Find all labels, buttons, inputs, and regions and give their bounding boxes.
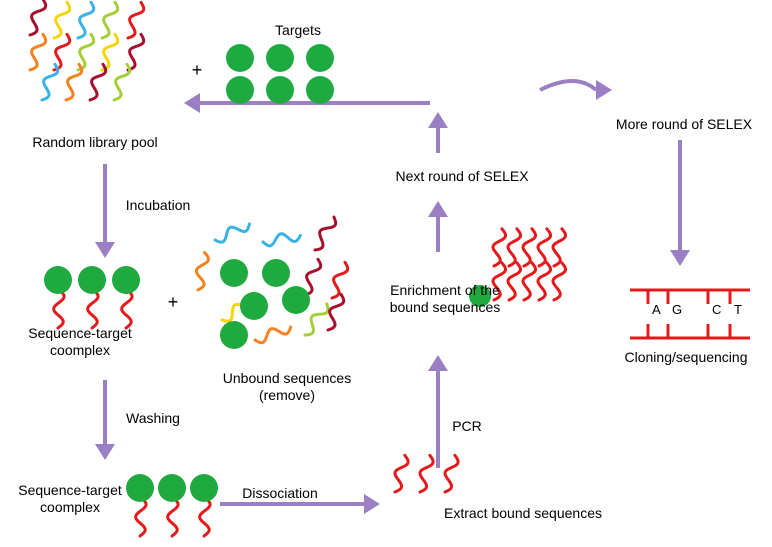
sequence-squiggle — [549, 262, 567, 301]
sequence-squiggle — [135, 498, 146, 536]
target-circle — [240, 292, 268, 320]
back-to-start-arrow — [184, 93, 430, 113]
sequence-squiggle — [109, 63, 131, 102]
sequence-squiggle — [549, 228, 567, 267]
sequence-squiggle — [327, 261, 349, 300]
sequence-squiggle — [85, 63, 107, 102]
sequence-squiggle — [504, 228, 522, 267]
sequence-squiggle — [37, 63, 59, 102]
target-circle — [306, 76, 334, 104]
sequence-squiggle — [25, 0, 47, 37]
sequence-squiggle — [253, 322, 292, 344]
more_round-label: More round of SELEX — [614, 116, 754, 133]
seq_target_complex_2-label: Sequence-target coomplex — [10, 482, 130, 516]
sequence-squiggle — [390, 454, 409, 493]
sequence-squiggle — [25, 33, 47, 72]
incubation-label: Incubation — [118, 197, 198, 214]
plus2-label: + — [163, 292, 183, 314]
sequence-squiggle — [199, 498, 210, 536]
sequence-squiggle — [213, 219, 252, 244]
pcr-label: PCR — [447, 418, 487, 435]
sequence-squiggle — [193, 252, 209, 291]
sequence-squiggle — [167, 498, 178, 536]
dna-base-label: C — [712, 302, 721, 317]
dna-base-label: T — [734, 302, 742, 317]
washing-arrow — [95, 380, 115, 460]
sequence-squiggle — [415, 454, 434, 493]
incubation-arrow — [95, 164, 115, 258]
plus1-label: + — [187, 60, 207, 82]
sequence-squiggle — [121, 290, 132, 328]
enrichment-label: Enrichment of the bound sequences — [380, 282, 510, 316]
sequence-squiggle — [53, 290, 64, 328]
sequence-squiggle — [311, 215, 339, 253]
target-circle — [282, 286, 310, 314]
diagram-canvas: AG CT — [0, 0, 772, 547]
pcr-arrow — [428, 355, 448, 468]
sequence-squiggle — [87, 290, 98, 328]
sequence-squiggle — [262, 230, 301, 246]
sequence-squiggle — [534, 228, 552, 267]
dna-base-label: A — [652, 302, 661, 317]
sequence-squiggle — [61, 63, 83, 102]
extract-label: Extract bound sequences — [438, 505, 608, 522]
target-circle — [190, 474, 218, 502]
target-circle — [44, 266, 72, 294]
next-round-arrow-1 — [428, 201, 448, 252]
random_pool-label: Random library pool — [25, 134, 165, 151]
target-circle — [226, 76, 254, 104]
next_round-label: Next round of SELEX — [392, 168, 532, 185]
target-circle — [112, 266, 140, 294]
target-circle — [220, 321, 248, 349]
target-circle — [226, 44, 254, 72]
sequence-squiggle — [440, 454, 459, 493]
dna-base-label: G — [672, 302, 682, 317]
target-circle — [78, 266, 106, 294]
sequence-squiggle — [519, 228, 537, 267]
sequence-squiggle — [534, 262, 552, 301]
target-circle — [262, 259, 290, 287]
washing-label: Washing — [118, 410, 188, 427]
cloning-label: Cloning/sequencing — [611, 349, 761, 366]
target-circle — [266, 76, 294, 104]
target-circle — [158, 474, 186, 502]
target-circle — [220, 259, 248, 287]
unbound-label: Unbound sequences (remove) — [217, 370, 357, 404]
sequence-squiggle — [489, 228, 507, 267]
more-round-arrow — [540, 80, 612, 100]
next-round-arrow-2 — [428, 112, 448, 153]
target-circle — [306, 44, 334, 72]
target-circle — [266, 44, 294, 72]
dna-sequencing-icon: AG CT — [630, 290, 750, 338]
sequence-squiggle — [519, 262, 537, 301]
targets-label: Targets — [263, 22, 333, 39]
to-cloning-arrow — [670, 140, 690, 266]
target-circle — [126, 474, 154, 502]
seq_target_complex_1-label: Sequence-target coomplex — [20, 325, 140, 359]
dissociation-label: Dissociation — [235, 485, 325, 502]
